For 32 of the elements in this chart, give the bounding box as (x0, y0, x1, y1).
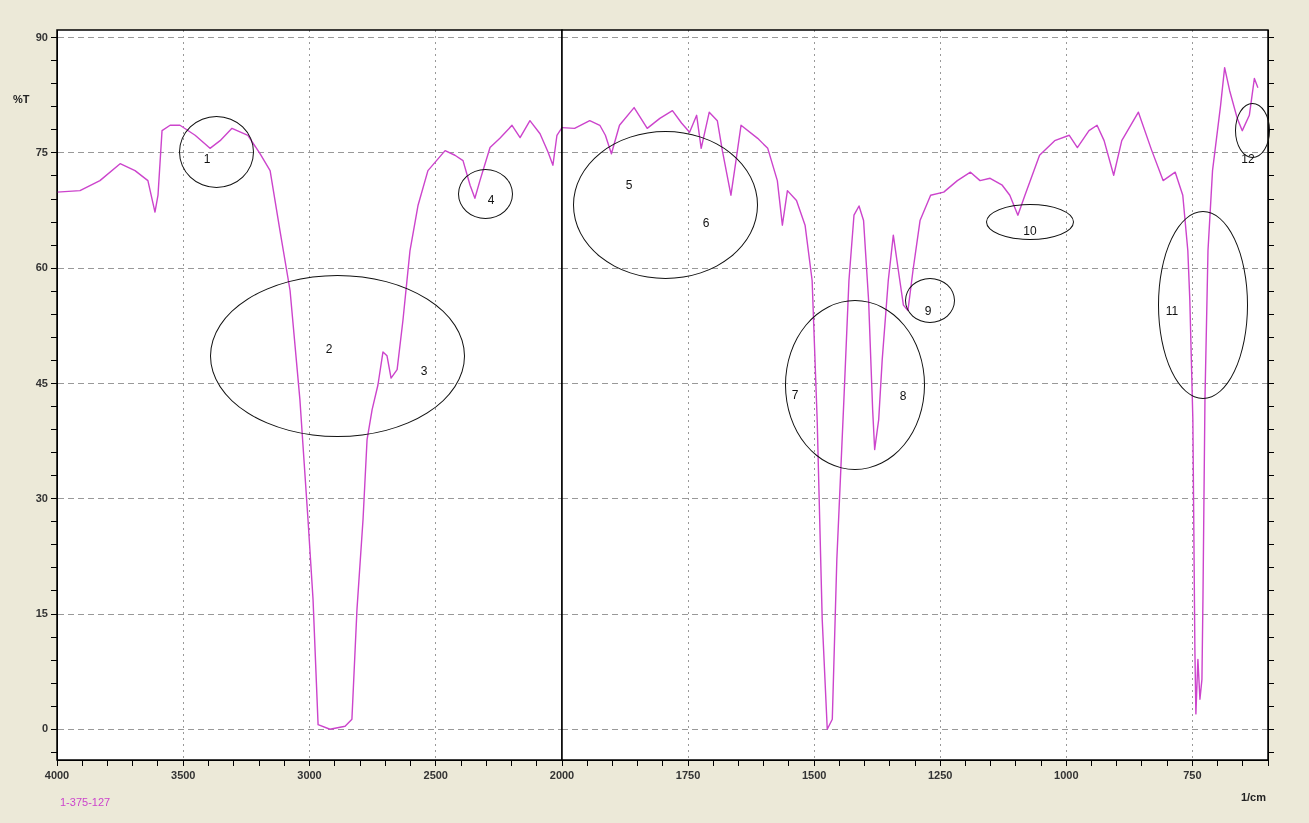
annotation: 11 (1165, 304, 1179, 319)
y-tick-label: 75 (35, 145, 48, 158)
x-tick-label: 4000 (44, 768, 70, 781)
text: 1-375-127 (60, 796, 111, 809)
annotation: 12 (1241, 152, 1255, 167)
annotation: 2 (325, 342, 333, 357)
annotation: 9 (924, 304, 932, 319)
y-tick-label: 30 (35, 491, 48, 504)
x-tick-label: 1250 (927, 768, 953, 781)
x-tick-label: 2000 (549, 768, 575, 781)
annotation: 6 (702, 216, 710, 231)
y-tick-label: 45 (35, 376, 48, 389)
annotation: 7 (791, 388, 799, 403)
y-axis-title: %T (13, 93, 30, 106)
x-tick-label: 2500 (423, 768, 448, 781)
y-tick-label: 0 (41, 722, 48, 735)
annotation: 4 (487, 193, 495, 208)
x-axis-title: 1/cm (1240, 791, 1267, 804)
annotation: 8 (899, 389, 907, 404)
y-tick-label: 60 (35, 261, 48, 274)
x-tick-label: 1750 (675, 768, 701, 781)
x-tick-label: 1500 (801, 768, 827, 781)
y-tick-label: 15 (35, 607, 48, 620)
x-tick-label: 3000 (297, 768, 322, 781)
annotation: 10 (1023, 224, 1037, 239)
annotation: 1 (203, 152, 211, 167)
y-tick-label: 90 (35, 30, 48, 43)
x-tick-label: 3500 (171, 768, 196, 781)
x-tick-label: 750 (1183, 768, 1202, 781)
x-tick-label: 1000 (1054, 768, 1079, 781)
annotation: 3 (420, 364, 428, 379)
annotation: 5 (625, 178, 633, 193)
